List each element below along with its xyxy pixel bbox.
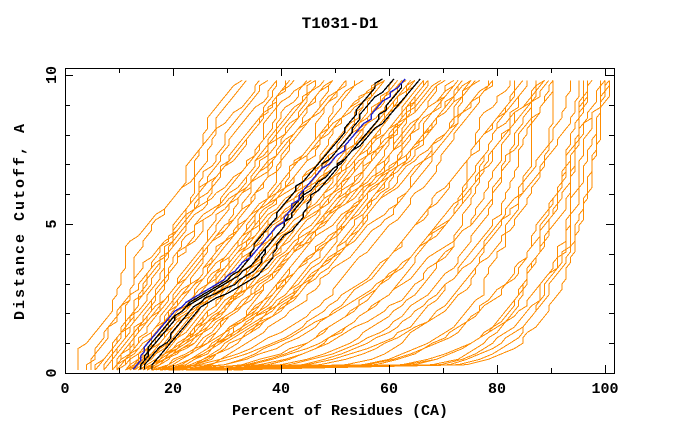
model-curve — [177, 80, 472, 371]
y-tick-label: 0 — [44, 368, 61, 377]
model-curve — [216, 80, 610, 371]
model-curve — [194, 80, 554, 371]
x-tick-label: 80 — [488, 381, 506, 398]
best-curve-group — [132, 78, 406, 370]
model-curve — [185, 80, 545, 371]
model-curve — [216, 80, 571, 371]
model-curve — [125, 80, 381, 371]
model-curve — [190, 80, 593, 371]
model-curve — [151, 80, 494, 371]
chart-title: T1031-D1 — [302, 15, 379, 33]
model-curve — [151, 80, 511, 371]
model-curve — [138, 80, 411, 371]
model-curve — [133, 80, 403, 370]
model-curve — [194, 80, 589, 371]
highlighted-model-curve — [151, 78, 421, 370]
model-curve — [138, 80, 381, 371]
model-curve — [207, 80, 550, 371]
axes-frame — [65, 68, 615, 374]
model-curve — [125, 80, 381, 371]
model-curve — [233, 80, 610, 371]
model-curve — [125, 80, 347, 371]
highlighted-model-curve — [143, 78, 406, 370]
model-curve — [164, 79, 472, 371]
model-curves-group — [77, 79, 610, 371]
model-curve — [155, 80, 429, 371]
model-curve — [207, 80, 602, 371]
model-curve — [112, 79, 312, 370]
model-curve — [116, 80, 334, 371]
model-curve — [194, 80, 554, 371]
model-curve — [116, 80, 317, 371]
model-curve — [216, 80, 580, 371]
model-curve — [112, 80, 290, 370]
best-model-curve — [132, 78, 406, 370]
model-curve — [194, 80, 545, 371]
y-tick-label: 5 — [44, 219, 61, 228]
model-curve — [77, 79, 243, 370]
x-tick-label: 100 — [591, 381, 618, 398]
model-curve — [220, 80, 610, 371]
model-curve — [181, 80, 524, 371]
x-tick-label: 20 — [164, 381, 182, 398]
y-tick-label: 10 — [44, 66, 61, 84]
model-curve — [112, 80, 325, 371]
y-axis-title: Distance Cutoff, A — [12, 122, 29, 320]
model-curve — [146, 80, 429, 371]
model-curve — [151, 80, 416, 371]
x-tick-label: 40 — [272, 381, 290, 398]
model-curve — [185, 80, 494, 371]
model-curve — [138, 79, 385, 371]
x-tick-label: 60 — [380, 381, 398, 398]
model-curve — [133, 80, 347, 371]
tick-labels-group: 0 20 40 60 80 100 0 5 10 — [44, 66, 619, 398]
x-tick-label: 0 — [60, 381, 69, 398]
model-curve — [142, 80, 420, 371]
model-curve — [159, 80, 459, 371]
highlighted-curves-group — [139, 78, 421, 370]
model-curve — [116, 79, 381, 371]
x-axis-title: Percent of Residues (CA) — [232, 403, 448, 420]
model-curve — [207, 80, 554, 371]
highlighted-model-curve — [139, 78, 383, 370]
model-curve — [86, 80, 247, 370]
